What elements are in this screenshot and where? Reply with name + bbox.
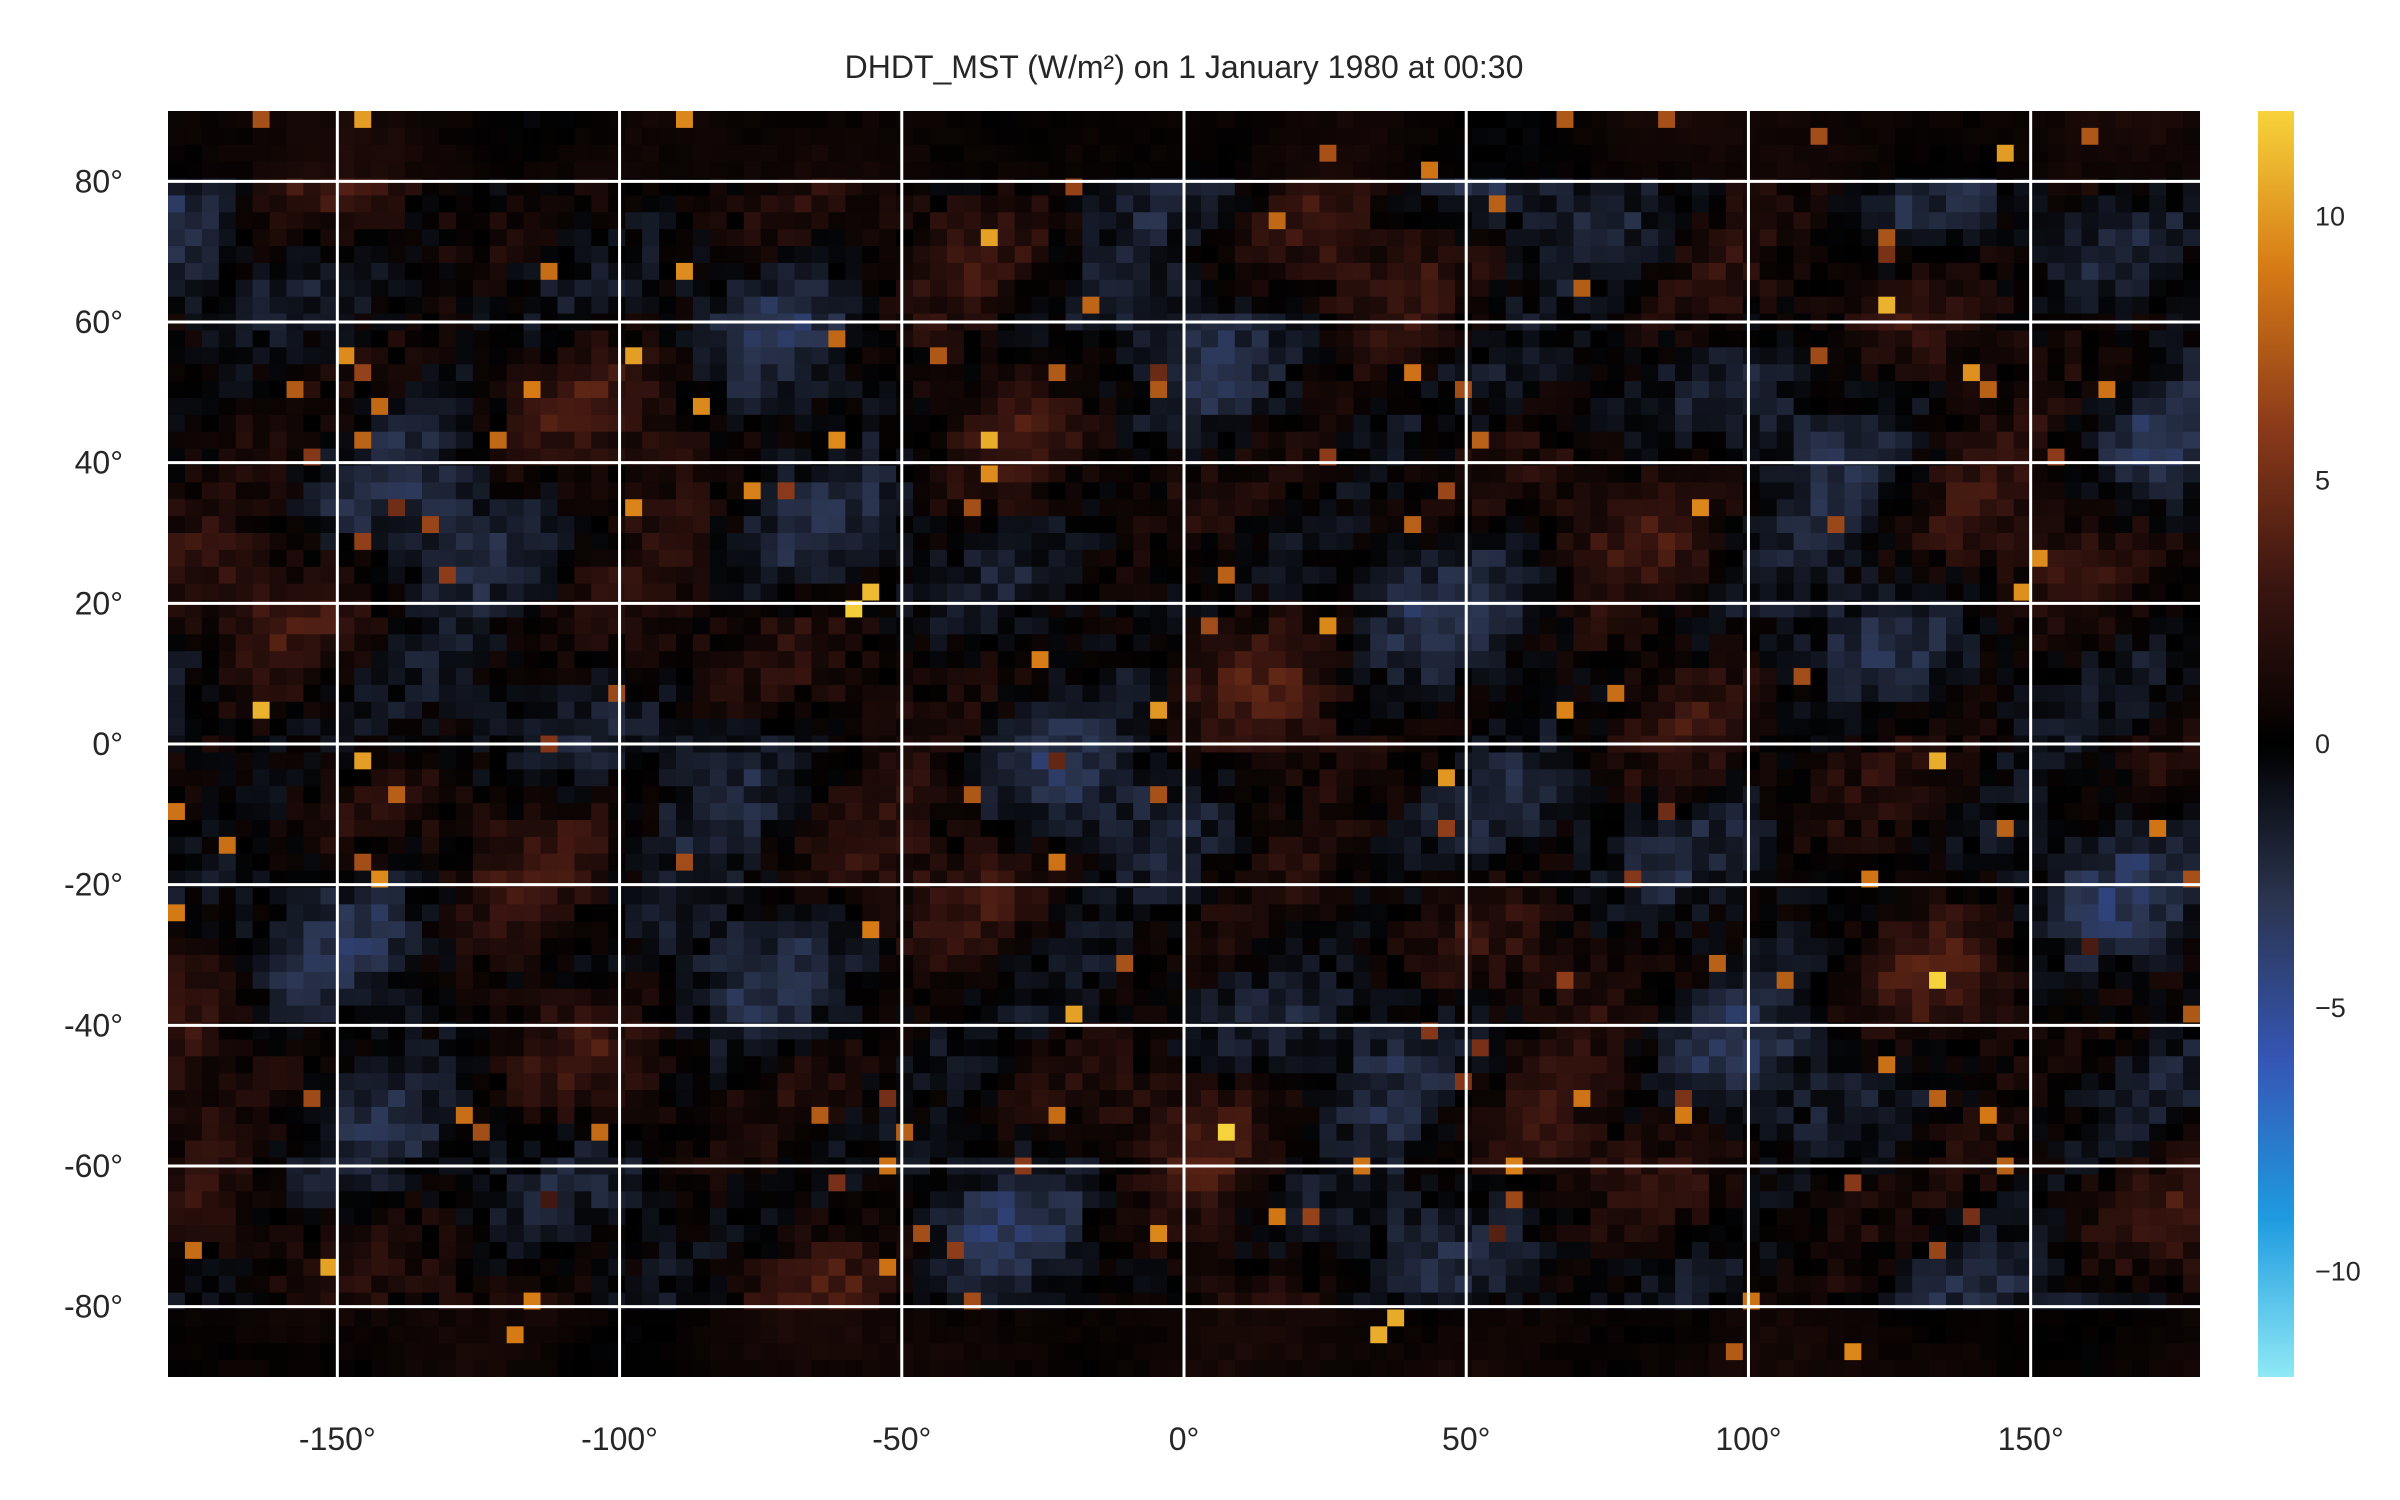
y-tick-label: -80° [64, 1289, 123, 1325]
colorbar: 10 5 0 −5 −10 [2258, 111, 2361, 1377]
colorbar-tick-labels: 10 5 0 −5 −10 [2315, 202, 2361, 1287]
map-area [168, 111, 2200, 1377]
y-tick-label: -20° [64, 867, 123, 903]
y-tick-label: 20° [75, 585, 123, 621]
y-tick-label: -40° [64, 1007, 123, 1043]
colorbar-tick-label: 5 [2315, 465, 2330, 495]
x-tick-label: 150° [1998, 1421, 2064, 1457]
y-tick-label: 0° [92, 726, 123, 762]
colorbar-tick-label: −10 [2315, 1257, 2361, 1287]
y-tick-label: 40° [75, 445, 123, 481]
x-axis-tick-labels: -150° -100° -50° 0° 50° 100° 150° [299, 1421, 2064, 1457]
colorbar-tick-label: 10 [2315, 202, 2345, 232]
x-tick-label: -100° [581, 1421, 658, 1457]
x-tick-label: 50° [1442, 1421, 1490, 1457]
x-tick-label: 100° [1715, 1421, 1781, 1457]
y-tick-label: 60° [75, 304, 123, 340]
x-tick-label: -50° [872, 1421, 931, 1457]
x-tick-label: -150° [299, 1421, 376, 1457]
y-axis-tick-labels: 80° 60° 40° 20° 0° -20° -40° -60° -80° [64, 163, 123, 1324]
grid-lines [168, 111, 2200, 1377]
y-tick-label: -60° [64, 1148, 123, 1184]
chart-title: DHDT_MST (W/m²) on 1 January 1980 at 00:… [845, 49, 1524, 85]
x-tick-label: 0° [1169, 1421, 1200, 1457]
colorbar-tick-label: 0 [2315, 729, 2330, 759]
y-tick-label: 80° [75, 163, 123, 199]
colorbar-gradient [2258, 111, 2294, 1377]
colorbar-tick-label: −5 [2315, 993, 2346, 1023]
